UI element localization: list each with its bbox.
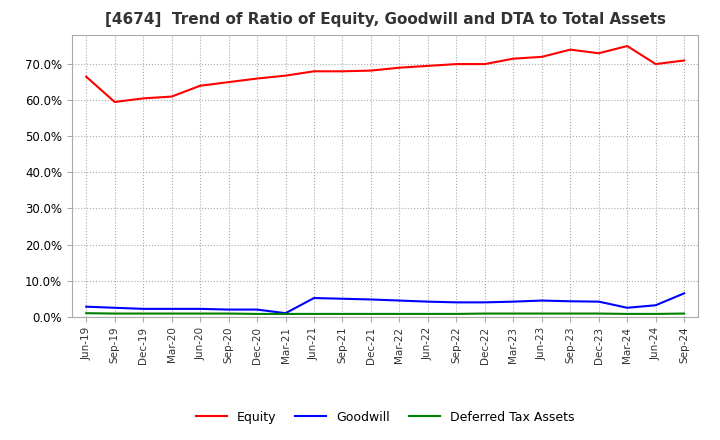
Equity [225, 80, 233, 85]
Goodwill [366, 297, 375, 302]
Goodwill [110, 305, 119, 310]
Goodwill [537, 298, 546, 303]
Deferred Tax Assets [310, 311, 318, 316]
Goodwill [452, 300, 461, 305]
Equity [366, 68, 375, 73]
Deferred Tax Assets [509, 311, 518, 316]
Deferred Tax Assets [680, 311, 688, 316]
Deferred Tax Assets [452, 311, 461, 316]
Line: Goodwill: Goodwill [86, 293, 684, 313]
Goodwill [652, 303, 660, 308]
Goodwill [680, 291, 688, 296]
Equity [680, 58, 688, 63]
Goodwill [310, 295, 318, 301]
Equity [452, 62, 461, 67]
Equity [338, 69, 347, 74]
Goodwill [225, 307, 233, 312]
Goodwill [395, 298, 404, 303]
Equity [595, 51, 603, 56]
Equity [196, 83, 204, 88]
Legend: Equity, Goodwill, Deferred Tax Assets: Equity, Goodwill, Deferred Tax Assets [191, 406, 580, 429]
Goodwill [196, 306, 204, 312]
Equity [395, 65, 404, 70]
Deferred Tax Assets [652, 311, 660, 316]
Goodwill [253, 307, 261, 312]
Line: Deferred Tax Assets: Deferred Tax Assets [86, 313, 684, 314]
Deferred Tax Assets [167, 311, 176, 316]
Deferred Tax Assets [196, 311, 204, 316]
Deferred Tax Assets [82, 311, 91, 316]
Equity [509, 56, 518, 61]
Equity [537, 54, 546, 59]
Deferred Tax Assets [338, 311, 347, 316]
Line: Equity: Equity [86, 46, 684, 102]
Equity [310, 69, 318, 74]
Equity [652, 62, 660, 67]
Deferred Tax Assets [595, 311, 603, 316]
Deferred Tax Assets [253, 311, 261, 316]
Goodwill [509, 299, 518, 304]
Goodwill [167, 306, 176, 312]
Equity [423, 63, 432, 69]
Deferred Tax Assets [282, 311, 290, 316]
Goodwill [282, 311, 290, 316]
Title: [4674]  Trend of Ratio of Equity, Goodwill and DTA to Total Assets: [4674] Trend of Ratio of Equity, Goodwil… [104, 12, 666, 27]
Equity [82, 74, 91, 79]
Equity [253, 76, 261, 81]
Goodwill [480, 300, 489, 305]
Deferred Tax Assets [623, 311, 631, 316]
Deferred Tax Assets [480, 311, 489, 316]
Equity [623, 44, 631, 49]
Equity [167, 94, 176, 99]
Deferred Tax Assets [110, 311, 119, 316]
Equity [139, 96, 148, 101]
Goodwill [82, 304, 91, 309]
Deferred Tax Assets [225, 311, 233, 316]
Deferred Tax Assets [566, 311, 575, 316]
Goodwill [623, 305, 631, 310]
Deferred Tax Assets [537, 311, 546, 316]
Deferred Tax Assets [423, 311, 432, 316]
Equity [480, 62, 489, 67]
Equity [566, 47, 575, 52]
Goodwill [566, 299, 575, 304]
Equity [282, 73, 290, 78]
Goodwill [595, 299, 603, 304]
Goodwill [423, 299, 432, 304]
Goodwill [139, 306, 148, 312]
Deferred Tax Assets [139, 311, 148, 316]
Deferred Tax Assets [395, 311, 404, 316]
Goodwill [338, 296, 347, 301]
Equity [110, 99, 119, 105]
Deferred Tax Assets [366, 311, 375, 316]
